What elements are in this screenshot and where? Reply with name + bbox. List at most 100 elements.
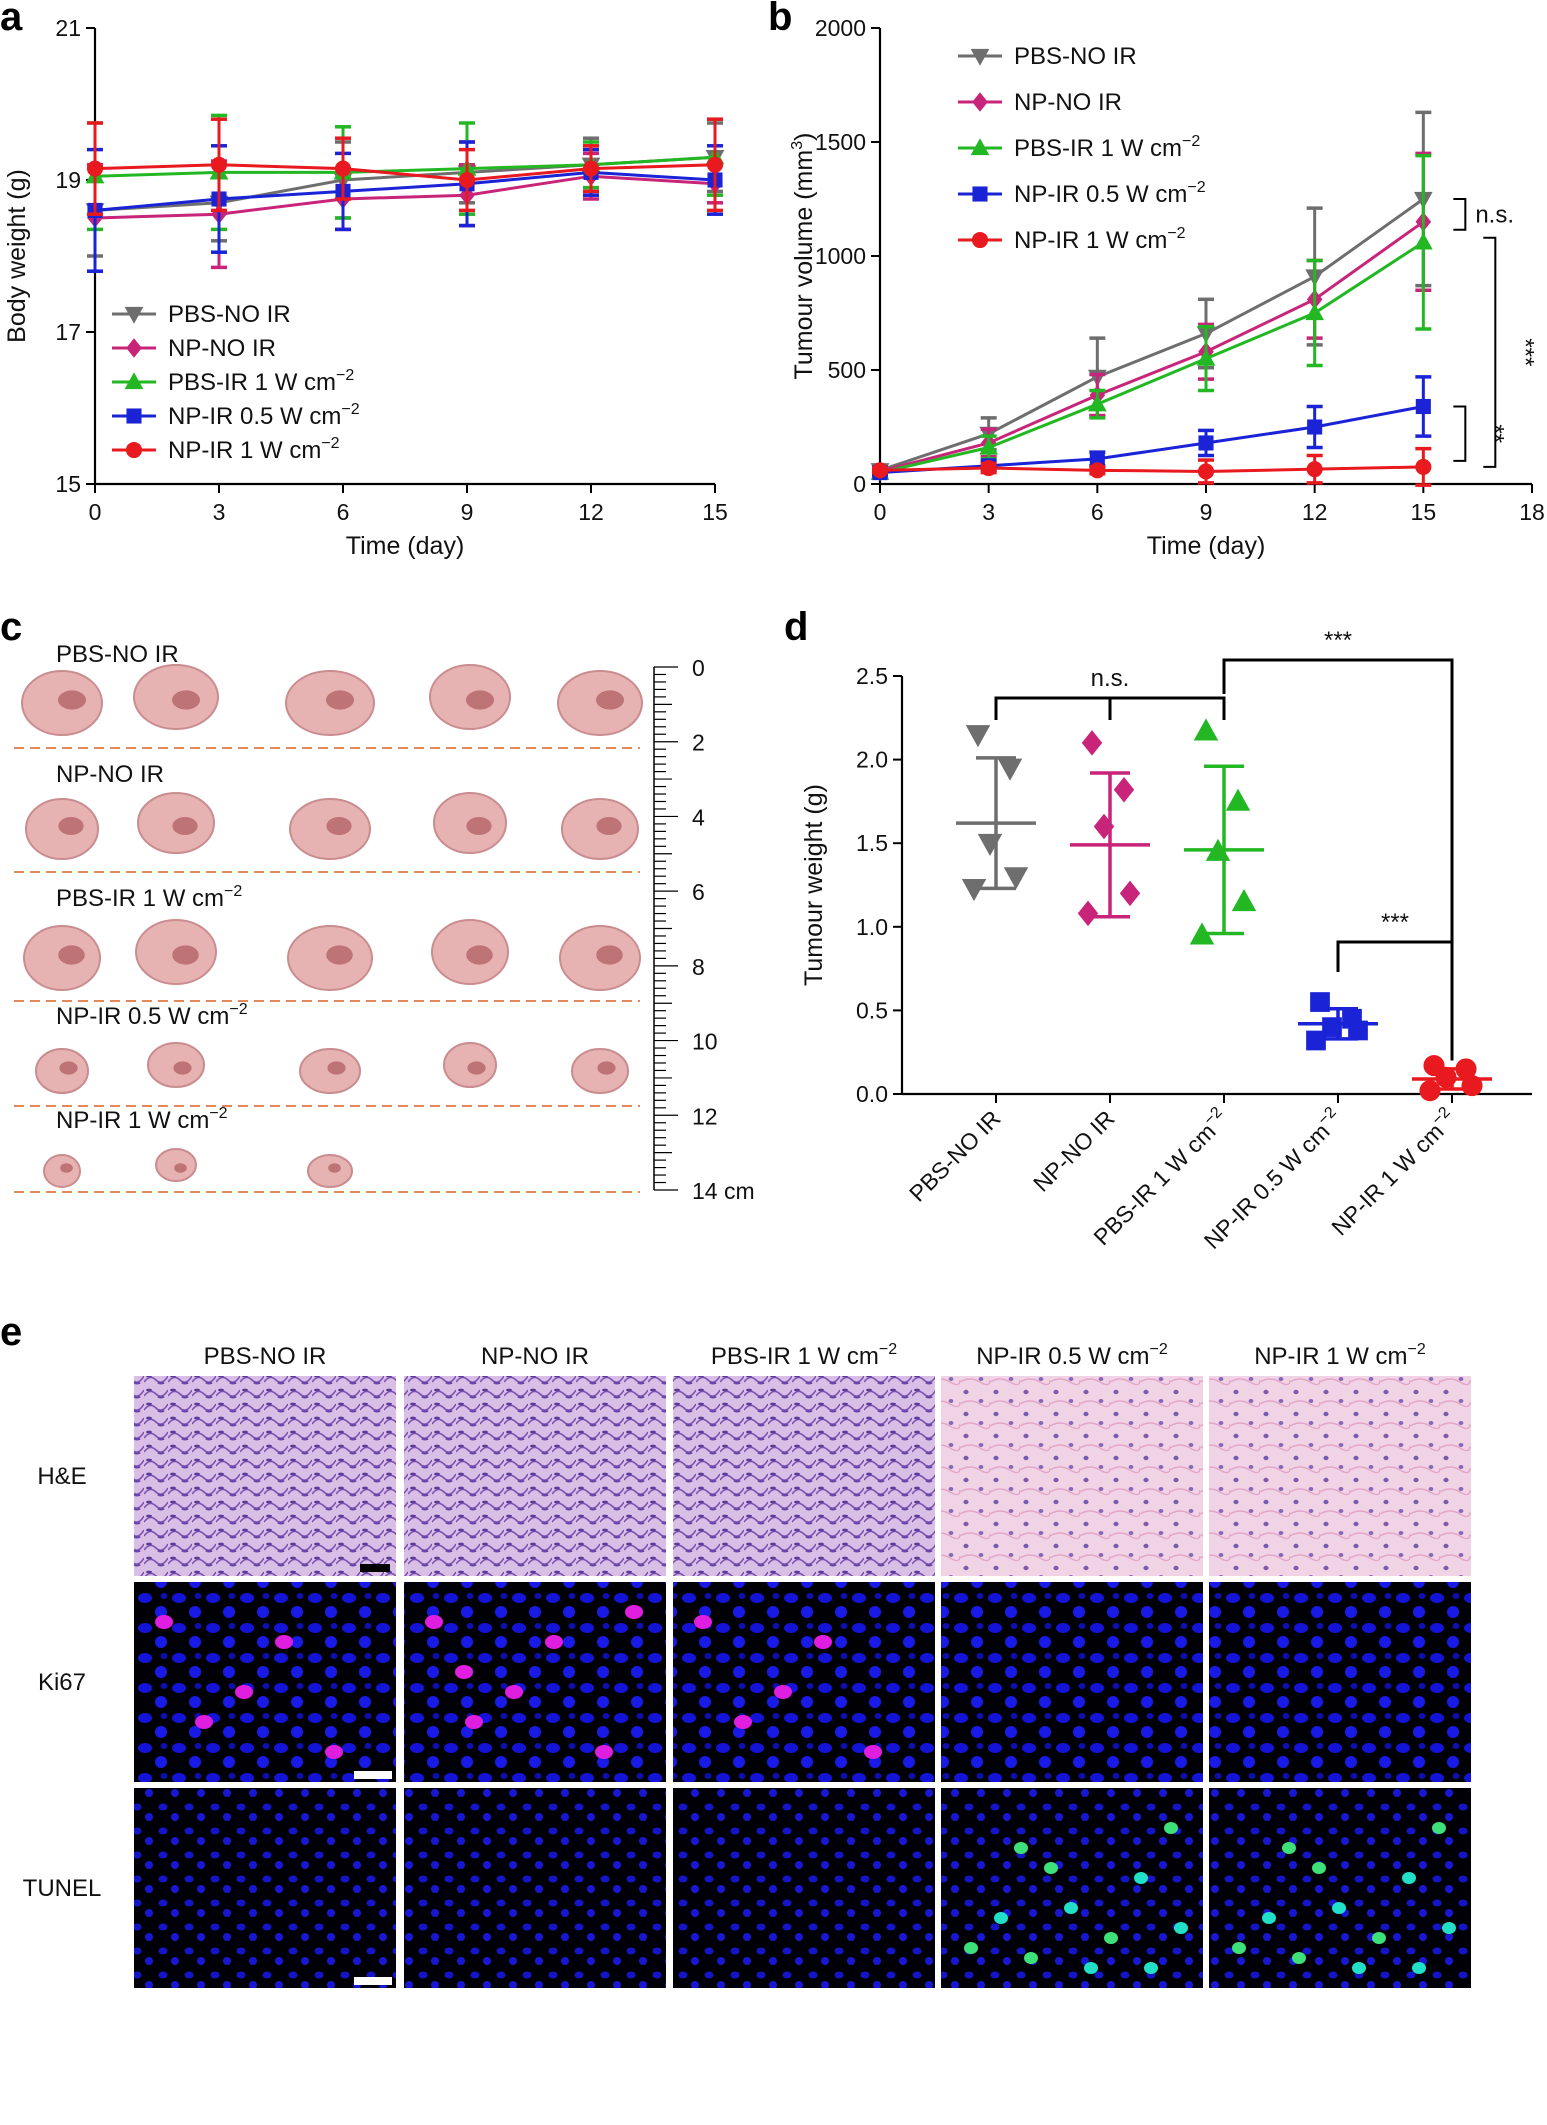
legend-label-main: NP-IR 0.5 W cm bbox=[1014, 181, 1187, 208]
tunel-positive-cell bbox=[1412, 1962, 1426, 1974]
tumour-shade bbox=[60, 1163, 73, 1173]
legend-label: NP-IR 0.5 W cm−2 bbox=[1014, 179, 1206, 208]
data-point bbox=[977, 833, 1003, 856]
ki67-positive-cell bbox=[195, 1715, 213, 1729]
micrograph-tile bbox=[941, 1376, 1203, 1576]
ruler-label: 2 bbox=[692, 730, 705, 756]
legend-marker bbox=[126, 408, 142, 424]
data-point bbox=[1089, 462, 1106, 479]
data-point bbox=[1413, 232, 1433, 250]
data-point bbox=[979, 437, 999, 455]
x-tick-label: 18 bbox=[1519, 499, 1545, 525]
ruler-label: 4 bbox=[692, 804, 705, 830]
scale-bar bbox=[360, 1564, 390, 1572]
data-point bbox=[1225, 788, 1251, 811]
legend-label: PBS-IR 1 W cm−2 bbox=[168, 367, 354, 396]
series-4 bbox=[86, 117, 724, 216]
y-tick-label: 0 bbox=[853, 471, 866, 497]
micrograph-tile bbox=[673, 1788, 935, 1988]
column-header: PBS-NO IR bbox=[204, 1343, 327, 1370]
tumour-shade bbox=[172, 945, 199, 965]
significance-label: ** bbox=[1481, 424, 1508, 443]
data-point bbox=[1305, 303, 1325, 321]
significance-bracket: *** bbox=[1336, 909, 1452, 972]
tumour-row-label-main: PBS-NO IR bbox=[56, 641, 179, 668]
panel-e-histology-grid: PBS-NO IR NP-NO IR PBS-IR 1 W cm−2 NP-IR 0.… bbox=[23, 1341, 1471, 1988]
row-label: Ki67 bbox=[38, 1669, 86, 1696]
legend-label-sup: −2 bbox=[321, 435, 339, 452]
y-axis-label-main: Tumour volume (mm bbox=[790, 150, 818, 380]
data-point bbox=[965, 725, 991, 748]
ki67-positive-cell bbox=[505, 1685, 523, 1699]
tumour-shade bbox=[327, 1061, 346, 1075]
x-axis-label: Time (day) bbox=[1147, 532, 1266, 560]
ruler-label: 12 bbox=[692, 1103, 718, 1129]
legend-label-main: PBS-IR 1 W cm bbox=[1014, 135, 1182, 162]
tunel-positive-cell bbox=[964, 1942, 978, 1954]
column-header-sup: −2 bbox=[879, 1341, 897, 1358]
legend-label: NP-IR 1 W cm−2 bbox=[168, 435, 340, 464]
y-axis-label: Body weight (g) bbox=[3, 169, 31, 343]
tumour-shade bbox=[466, 817, 492, 835]
series-0 bbox=[870, 110, 1433, 481]
tumour-shade bbox=[328, 1163, 341, 1173]
y-tick-label: 2.0 bbox=[856, 747, 888, 773]
tumour-shade bbox=[466, 690, 494, 710]
tumour-shade bbox=[597, 1061, 616, 1075]
scale-bar bbox=[354, 1977, 392, 1985]
legend-marker bbox=[124, 372, 144, 390]
data-point bbox=[961, 878, 987, 902]
column-header-main: PBS-NO IR bbox=[204, 1343, 327, 1370]
data-point bbox=[458, 171, 476, 189]
tumour-row-label-sup: −2 bbox=[224, 883, 242, 900]
tumour-row-label: NP-NO IR bbox=[56, 761, 164, 788]
tunel-positive-cell bbox=[1064, 1902, 1078, 1914]
ki67-positive-cell bbox=[455, 1665, 473, 1679]
tunel-positive-cell bbox=[1402, 1872, 1416, 1884]
x-tick-label: 3 bbox=[213, 499, 226, 525]
micrograph-tile bbox=[1209, 1582, 1471, 1782]
bracket-line bbox=[1453, 405, 1467, 462]
panel-letter-a: a bbox=[0, 0, 23, 39]
ruler: 0 2 4 6 8 10 12 14 cm bbox=[653, 655, 755, 1204]
ki67-positive-cell bbox=[235, 1685, 253, 1699]
micrograph-tile bbox=[404, 1582, 666, 1782]
legend-label-main: PBS-IR 1 W cm bbox=[168, 369, 336, 396]
micrograph-tile bbox=[404, 1788, 666, 1988]
x-tick-label: 0 bbox=[89, 499, 102, 525]
ki67-positive-cell bbox=[425, 1615, 443, 1629]
micrograph-tile bbox=[404, 1376, 666, 1576]
bracket-line bbox=[1336, 940, 1452, 972]
significance-label: n.s. bbox=[1475, 201, 1514, 228]
column-header-main: PBS-IR 1 W cm bbox=[711, 1343, 879, 1370]
series-line bbox=[94, 155, 716, 178]
tunel-positive-cell bbox=[1174, 1922, 1188, 1934]
data-point bbox=[1461, 1075, 1483, 1097]
tumour-shade bbox=[58, 817, 84, 835]
legend-marker bbox=[124, 306, 144, 324]
significance-label: n.s. bbox=[1091, 665, 1130, 692]
data-point bbox=[86, 160, 104, 177]
tumour-row-label: PBS-NO IR bbox=[56, 641, 179, 668]
y-tick-label: 0.5 bbox=[856, 997, 888, 1023]
row-label: TUNEL bbox=[23, 1875, 102, 1902]
x-tick-label: NP-NO IR bbox=[1028, 1105, 1120, 1197]
ki67-positive-cell bbox=[734, 1715, 752, 1729]
bracket-line bbox=[1222, 658, 1454, 1061]
y-axis-label-end: ) bbox=[790, 133, 818, 141]
x-tick-label: 6 bbox=[1091, 499, 1104, 525]
tunel-positive-cell bbox=[1442, 1922, 1456, 1934]
panel-letter-d: d bbox=[784, 605, 808, 649]
tumour-shade bbox=[58, 690, 86, 710]
legend-label-main: NP-IR 1 W cm bbox=[1014, 227, 1167, 254]
series-0 bbox=[85, 121, 725, 258]
ki67-positive-cell bbox=[694, 1615, 712, 1629]
y-tick-label: 17 bbox=[55, 319, 81, 345]
legend-label: NP-IR 1 W cm−2 bbox=[1014, 225, 1186, 254]
micrograph-tile bbox=[941, 1788, 1203, 1988]
y-axis-label-sup: 3 bbox=[789, 141, 806, 150]
y-tick-label: 500 bbox=[828, 357, 866, 383]
